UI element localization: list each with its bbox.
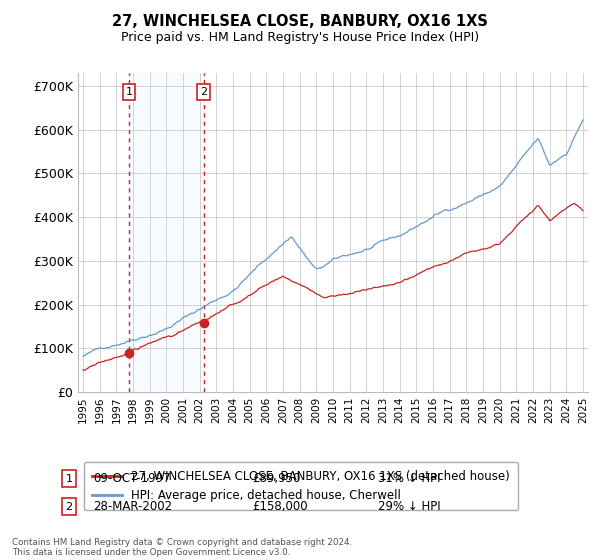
Legend: 27, WINCHELSEA CLOSE, BANBURY, OX16 1XS (detached house), HPI: Average price, de: 27, WINCHELSEA CLOSE, BANBURY, OX16 1XS …: [84, 462, 518, 510]
Text: 29% ↓ HPI: 29% ↓ HPI: [378, 500, 440, 514]
Text: £158,000: £158,000: [252, 500, 308, 514]
Text: Contains HM Land Registry data © Crown copyright and database right 2024.
This d: Contains HM Land Registry data © Crown c…: [12, 538, 352, 557]
Text: £89,950: £89,950: [252, 472, 301, 486]
Text: 27, WINCHELSEA CLOSE, BANBURY, OX16 1XS: 27, WINCHELSEA CLOSE, BANBURY, OX16 1XS: [112, 14, 488, 29]
Text: 2: 2: [65, 502, 73, 512]
Text: 1: 1: [125, 87, 133, 97]
Text: 09-OCT-1997: 09-OCT-1997: [93, 472, 170, 486]
Text: 1: 1: [65, 474, 73, 484]
Text: 2: 2: [200, 87, 207, 97]
Text: 28-MAR-2002: 28-MAR-2002: [93, 500, 172, 514]
Bar: [129, 73, 203, 392]
Text: 31% ↓ HPI: 31% ↓ HPI: [378, 472, 440, 486]
Text: Price paid vs. HM Land Registry's House Price Index (HPI): Price paid vs. HM Land Registry's House …: [121, 31, 479, 44]
